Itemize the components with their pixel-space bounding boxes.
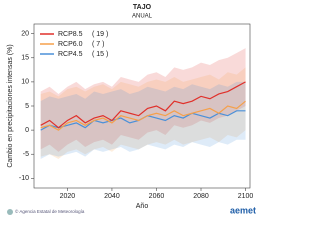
legend-count: ( 19 ) [92,31,108,38]
legend-label: RCP8.5 [58,31,83,38]
uncertainty-band [40,81,246,160]
legend-count: ( 7 ) [92,41,104,48]
x-tick-label: 2100 [238,193,254,200]
footer-credit: © Agencia Estatal de Meteorología [15,208,85,214]
uncertainty-band [40,67,246,160]
x-tick-label: 2080 [193,193,209,200]
y-tick-label: 10 [21,79,29,86]
chart-title: TAJO [133,4,152,11]
chart: TAJO ANUAL Cambio en precipitaciones int… [7,4,256,216]
uncertainty-band [40,48,246,152]
y-tick-label: 5 [25,103,29,110]
legend-count: ( 15 ) [92,51,108,58]
plot-area [33,23,251,189]
y-tick-label: 15 [21,55,29,62]
series-line [40,100,246,131]
footer-icon [7,209,13,215]
y-tick-label: -5 [23,151,29,158]
series-line [40,81,246,129]
x-tick-label: 2040 [104,193,120,200]
y-tick-label: 0 [25,127,29,134]
legend-label: RCP4.5 [58,51,83,58]
chart-subtitle: ANUAL [132,14,153,20]
legend-label: RCP6.0 [58,41,83,48]
x-tick-label: 2020 [60,193,76,200]
logo: aemet [230,205,256,215]
y-axis-label: Cambio en precipitaciones intensas (%) [7,44,14,167]
x-tick-label: 2060 [149,193,165,200]
x-axis-label: Año [136,203,149,210]
y-tick-label: -10 [19,175,29,182]
y-tick-label: 20 [21,30,29,37]
